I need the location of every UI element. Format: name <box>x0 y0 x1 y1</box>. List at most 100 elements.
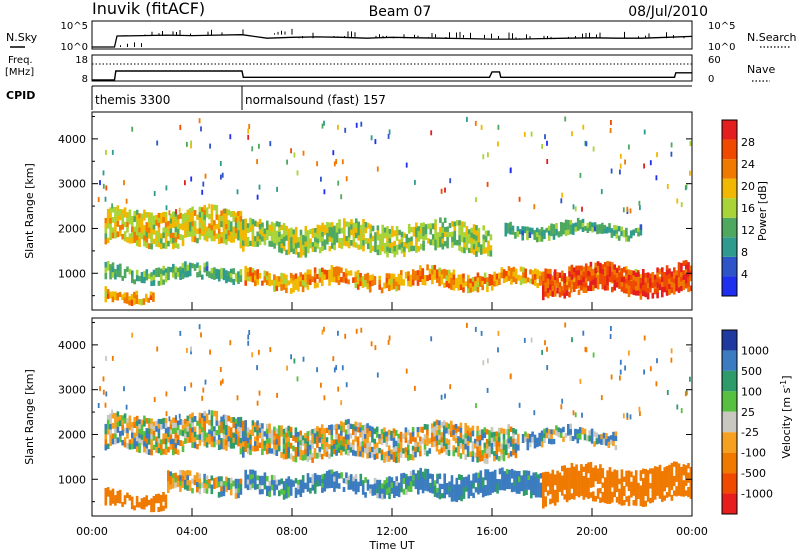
echo-cell <box>570 279 574 286</box>
velocity-colorbar-swatch <box>722 370 737 392</box>
echo-cell <box>335 439 338 446</box>
echo-cell <box>220 438 223 444</box>
echo-cell <box>369 233 372 239</box>
echo-cell <box>186 470 189 476</box>
echo-cell <box>296 376 299 382</box>
echo-cell <box>268 433 271 439</box>
echo-cell <box>540 430 544 437</box>
echo-cell <box>495 440 499 446</box>
noise-right-tick-top: 10^5 <box>708 21 735 32</box>
echo-cell <box>321 329 324 335</box>
echo-cell <box>356 446 360 452</box>
echo-cell <box>536 274 539 280</box>
echo-cell <box>131 438 134 444</box>
echo-cell <box>357 235 360 241</box>
echo-cell <box>517 433 520 440</box>
echo-cell <box>215 233 219 239</box>
echo-cell <box>598 228 602 234</box>
echo-cell <box>244 240 247 247</box>
noise-sky-line <box>92 34 693 48</box>
echo-cell <box>178 413 181 419</box>
echo-cell <box>388 229 392 235</box>
echo-cell <box>156 140 159 146</box>
echo-cell <box>544 277 547 283</box>
echo-cell <box>335 222 339 229</box>
echo-cell <box>661 286 664 293</box>
echo-cell <box>468 233 471 240</box>
echo-cell <box>388 129 391 135</box>
echo-cell <box>440 394 443 400</box>
power-colorbar-tick: 16 <box>741 202 755 215</box>
echo-cell <box>164 433 168 440</box>
echo-cell <box>220 481 223 487</box>
echo-cell <box>191 437 194 443</box>
echo-cell <box>181 470 185 477</box>
echo-cell <box>515 482 519 489</box>
echo-cell <box>359 422 362 428</box>
echo-cell <box>477 483 480 490</box>
echo-cell <box>543 437 546 443</box>
echo-cell <box>423 444 427 451</box>
echo-cell <box>198 265 202 272</box>
echo-cell <box>169 267 173 273</box>
echo-cell <box>523 131 526 137</box>
echo-cell <box>530 486 533 493</box>
echo-cell <box>244 469 247 475</box>
echo-cell <box>184 261 187 268</box>
echo-cell <box>392 442 396 448</box>
range-tick-label: 3000 <box>58 178 86 191</box>
echo-cell <box>325 274 329 280</box>
echo-cell <box>191 216 194 223</box>
echo-cell <box>386 246 389 253</box>
echo-cell <box>677 468 681 475</box>
echo-cell <box>376 166 379 172</box>
echo-cell <box>344 429 348 435</box>
echo-cell <box>280 238 284 245</box>
echo-cell <box>210 436 214 443</box>
echo-cell <box>147 428 151 435</box>
echo-cell <box>599 478 602 484</box>
echo-cell <box>612 436 615 442</box>
echo-cell <box>321 276 324 282</box>
echo-cell <box>452 424 455 431</box>
echo-cell <box>379 244 382 250</box>
echo-cell <box>373 428 377 435</box>
echo-cell <box>447 269 451 275</box>
echo-cell <box>130 294 134 301</box>
echo-cell <box>171 473 175 479</box>
echo-cell <box>563 470 566 476</box>
echo-cell <box>169 434 173 440</box>
echo-cell <box>573 272 576 278</box>
echo-cell <box>215 268 219 275</box>
echo-cell <box>275 439 279 446</box>
echo-cell <box>397 487 401 493</box>
echo-cell <box>104 488 108 495</box>
echo-cell <box>249 222 252 228</box>
echo-cell <box>249 271 252 277</box>
echo-cell <box>383 457 386 463</box>
echo-cell <box>387 339 390 345</box>
echo-cell <box>150 212 153 219</box>
echo-cell <box>375 426 379 433</box>
echo-cell <box>333 471 336 478</box>
echo-cell <box>119 230 122 237</box>
echo-cell <box>606 280 609 286</box>
echo-cell <box>282 246 286 252</box>
echo-cell <box>140 298 143 306</box>
echo-cell <box>383 247 387 254</box>
echo-cell <box>294 237 298 244</box>
echo-cell <box>179 480 182 487</box>
echo-cell <box>234 493 238 499</box>
echo-cell <box>356 284 360 290</box>
echo-cell <box>502 439 506 446</box>
echo-cell <box>476 456 479 463</box>
echo-cell <box>610 168 613 174</box>
echo-cell <box>580 265 583 271</box>
echo-cell <box>546 490 550 496</box>
power-colorbar-swatch <box>722 237 737 257</box>
echo-cell <box>359 432 362 438</box>
echo-cell <box>314 237 317 243</box>
echo-cell <box>639 274 642 280</box>
echo-cell <box>606 475 609 481</box>
echo-cell <box>658 469 662 475</box>
